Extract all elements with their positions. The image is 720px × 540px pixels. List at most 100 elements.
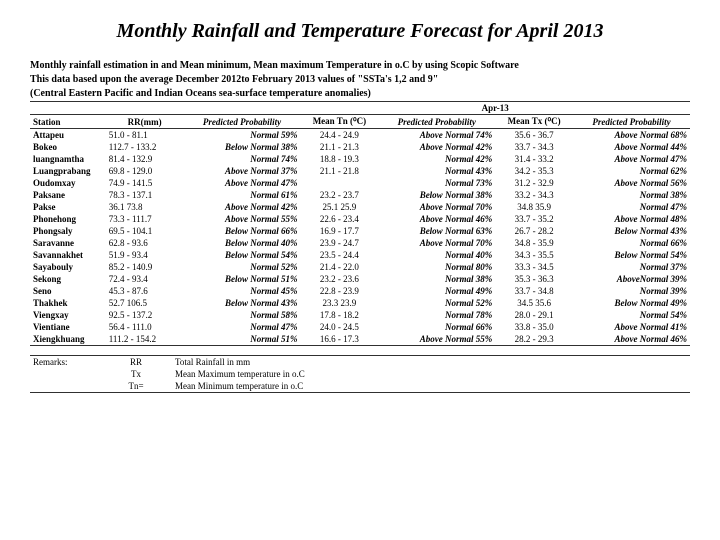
table-body: Attapeu51.0 - 81.1Normal 59%24.4 - 24.9A… xyxy=(30,129,690,356)
tn-cell: 21.1 - 21.8 xyxy=(300,165,378,177)
prob2-cell: Above Normal 46% xyxy=(378,213,495,225)
tx-cell: 33.7 - 34.8 xyxy=(495,285,573,297)
prob1-cell: Above Normal 47% xyxy=(184,177,301,189)
prob1-cell: Normal 51% xyxy=(184,333,301,346)
prob3-cell: Below Normal 49% xyxy=(573,297,690,309)
tx-cell: 28.2 - 29.3 xyxy=(495,333,573,346)
prob2-cell: Normal 80% xyxy=(378,261,495,273)
prob1-cell: Below Normal 38% xyxy=(184,141,301,153)
forecast-table: Apr-13 Station RR(mm) Predicted Probabil… xyxy=(30,101,690,356)
period-row: Apr-13 xyxy=(30,102,690,115)
header-station: Station xyxy=(30,115,106,129)
tn-cell: 24.4 - 24.9 xyxy=(300,129,378,142)
prob1-cell: Normal 59% xyxy=(184,129,301,142)
tn-cell: 24.0 - 24.5 xyxy=(300,321,378,333)
station-cell: Luangprabang xyxy=(30,165,106,177)
table-row: Seno45.3 - 87.6Normal 45%22.8 - 23.9Norm… xyxy=(30,285,690,297)
tx-cell: 35.6 - 36.7 xyxy=(495,129,573,142)
prob1-cell: Above Normal 37% xyxy=(184,165,301,177)
rr-cell: 69.8 - 129.0 xyxy=(106,165,184,177)
prob2-cell: Normal 78% xyxy=(378,309,495,321)
header-tn: Mean Tn (⁰C) xyxy=(300,115,378,129)
tn-cell: 21.4 - 22.0 xyxy=(300,261,378,273)
tn-cell: 23.9 - 24.7 xyxy=(300,237,378,249)
prob3-cell: AboveNormal 39% xyxy=(573,273,690,285)
rr-cell: 62.8 - 93.6 xyxy=(106,237,184,249)
station-cell: Pakse xyxy=(30,201,106,213)
prob2-cell: Normal 43% xyxy=(378,165,495,177)
prob3-cell: Normal 38% xyxy=(573,189,690,201)
table-row-blank xyxy=(30,346,690,356)
station-cell: Xiengkhuang xyxy=(30,333,106,346)
prob3-cell: Above Normal 56% xyxy=(573,177,690,189)
remarks-val-1: Mean Maximum temperature in o.C xyxy=(172,368,648,380)
prob1-cell: Below Normal 40% xyxy=(184,237,301,249)
prob1-cell: Normal 58% xyxy=(184,309,301,321)
prob1-cell: Normal 45% xyxy=(184,285,301,297)
station-cell: Phongsaly xyxy=(30,225,106,237)
rr-cell: 112.7 - 133.2 xyxy=(106,141,184,153)
remarks-row: Tn= Mean Minimum temperature in o.C xyxy=(30,380,690,393)
tx-cell: 35.3 - 36.3 xyxy=(495,273,573,285)
remarks-row: Remarks: RR Total Rainfall in mm xyxy=(30,356,690,368)
rr-cell: 85.2 - 140.9 xyxy=(106,261,184,273)
prob2-cell: Below Normal 63% xyxy=(378,225,495,237)
prob3-cell: Normal 37% xyxy=(573,261,690,273)
rr-cell: 72.4 - 93.4 xyxy=(106,273,184,285)
station-cell: Phonehong xyxy=(30,213,106,225)
prob1-cell: Below Normal 51% xyxy=(184,273,301,285)
prob3-cell: Normal 39% xyxy=(573,285,690,297)
header-tx: Mean Tx (⁰C) xyxy=(495,115,573,129)
tx-cell: 34.2 - 35.3 xyxy=(495,165,573,177)
prob2-cell: Above Normal 74% xyxy=(378,129,495,142)
tn-cell: 23.2 - 23.6 xyxy=(300,273,378,285)
prob2-cell: Normal 40% xyxy=(378,249,495,261)
tx-cell: 34.3 - 35.5 xyxy=(495,249,573,261)
rr-cell: 69.5 - 104.1 xyxy=(106,225,184,237)
prob3-cell: Above Normal 47% xyxy=(573,153,690,165)
remarks-val-2: Mean Minimum temperature in o.C xyxy=(172,380,648,393)
station-cell: Seno xyxy=(30,285,106,297)
table-row: luangnamtha81.4 - 132.9Normal 74%18.8 - … xyxy=(30,153,690,165)
tx-cell: 33.3 - 34.5 xyxy=(495,261,573,273)
tn-cell: 18.8 - 19.3 xyxy=(300,153,378,165)
station-cell: Viengxay xyxy=(30,309,106,321)
remarks-key-0: RR xyxy=(100,356,172,368)
prob3-cell: Normal 66% xyxy=(573,237,690,249)
prob1-cell: Normal 74% xyxy=(184,153,301,165)
table-row: Sekong72.4 - 93.4Below Normal 51%23.2 - … xyxy=(30,273,690,285)
remarks-label: Remarks: xyxy=(30,356,100,368)
station-cell: luangnamtha xyxy=(30,153,106,165)
station-cell: Bokeo xyxy=(30,141,106,153)
prob3-cell: Above Normal 41% xyxy=(573,321,690,333)
rr-cell: 74.9 - 141.5 xyxy=(106,177,184,189)
page-title: Monthly Rainfall and Temperature Forecas… xyxy=(30,20,690,43)
tx-cell: 26.7 - 28.2 xyxy=(495,225,573,237)
prob3-cell: Above Normal 44% xyxy=(573,141,690,153)
prob3-cell: Normal 54% xyxy=(573,309,690,321)
table-row: Saravanne62.8 - 93.6Below Normal 40%23.9… xyxy=(30,237,690,249)
prob1-cell: Below Normal 54% xyxy=(184,249,301,261)
tn-cell xyxy=(300,177,378,189)
tn-cell: 21.1 - 21.3 xyxy=(300,141,378,153)
prob2-cell: Normal 66% xyxy=(378,321,495,333)
prob2-cell: Above Normal 55% xyxy=(378,333,495,346)
header-row: Station RR(mm) Predicted Probability Mea… xyxy=(30,115,690,129)
station-cell: Vientiane xyxy=(30,321,106,333)
prob2-cell: Normal 38% xyxy=(378,273,495,285)
rr-cell: 81.4 - 132.9 xyxy=(106,153,184,165)
tn-cell: 22.8 - 23.9 xyxy=(300,285,378,297)
header-prob1: Predicted Probability xyxy=(184,115,301,129)
station-cell: Sayabouly xyxy=(30,261,106,273)
station-cell: Saravanne xyxy=(30,237,106,249)
tn-cell: 25.1 25.9 xyxy=(300,201,378,213)
preface-line-1: Monthly rainfall estimation in and Mean … xyxy=(30,59,690,73)
rr-cell: 73.3 - 111.7 xyxy=(106,213,184,225)
table-row: Vientiane56.4 - 111.0Normal 47%24.0 - 24… xyxy=(30,321,690,333)
preface-block: Monthly rainfall estimation in and Mean … xyxy=(30,59,690,101)
tx-cell: 28.0 - 29.1 xyxy=(495,309,573,321)
prob3-cell: Above Normal 68% xyxy=(573,129,690,142)
table-row: Savannakhet51.9 - 93.4Below Normal 54%23… xyxy=(30,249,690,261)
header-prob2: Predicted Probability xyxy=(378,115,495,129)
tx-cell: 31.4 - 33.2 xyxy=(495,153,573,165)
